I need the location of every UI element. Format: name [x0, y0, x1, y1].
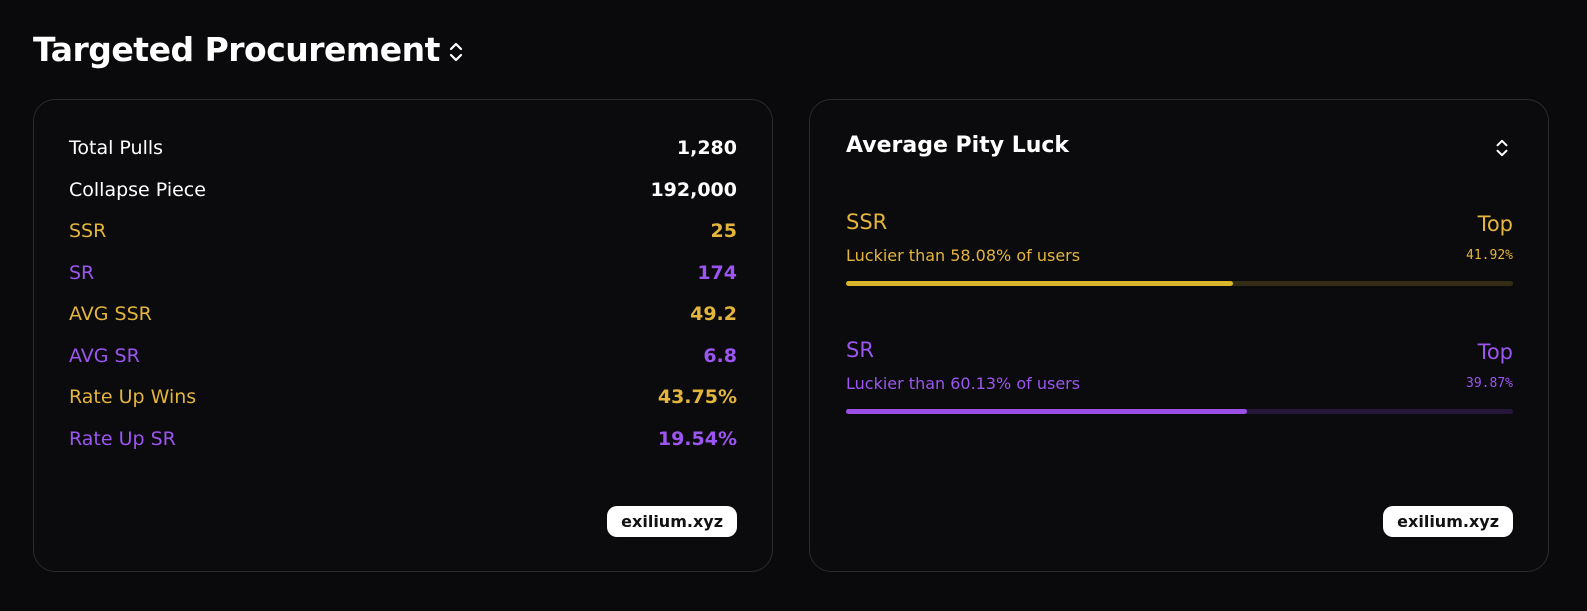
stat-row: Total Pulls 1,280	[69, 137, 737, 167]
stat-row: AVG SR 6.8	[69, 345, 737, 375]
stat-label: Rate Up SR	[69, 427, 176, 450]
progress-track	[846, 409, 1513, 414]
stat-value: 43.75%	[657, 386, 737, 408]
progress-track	[846, 281, 1513, 286]
card-toggle[interactable]	[1493, 136, 1511, 160]
stat-label: Collapse Piece	[69, 178, 206, 201]
top-label: Top	[1477, 212, 1513, 236]
top-value: 39.87%	[1466, 376, 1513, 391]
sort-toggle[interactable]	[446, 40, 466, 64]
stat-row: AVG SSR 49.2	[69, 303, 737, 333]
stat-value: 25	[710, 220, 737, 242]
top-value: 41.92%	[1466, 248, 1513, 263]
stat-row: Collapse Piece 192,000	[69, 179, 737, 209]
progress-fill	[846, 409, 1248, 414]
stat-value: 174	[697, 261, 737, 284]
stat-value: 1,280	[676, 137, 737, 159]
stat-value: 49.2	[690, 303, 737, 325]
stats-card: exilium.xyz Total Pulls 1,280 Collapse Pie…	[33, 99, 773, 572]
rarity-label: SR	[846, 338, 874, 362]
stat-value: 19.54%	[657, 427, 737, 450]
stat-label: SR	[69, 261, 95, 284]
stat-row: SSR 25	[69, 220, 737, 250]
stat-value: 6.8	[703, 344, 737, 367]
stat-label: SSR	[69, 220, 107, 242]
card-title: Average Pity Luck	[846, 133, 1070, 158]
stat-value: 192,000	[650, 178, 737, 201]
stat-label: Total Pulls	[69, 137, 164, 159]
site-badge[interactable]: exilium.xyz	[607, 506, 737, 537]
stat-row: SR 174	[69, 262, 737, 292]
luck-text: Luckier than 60.13% of users	[846, 374, 1081, 393]
stat-label: Rate Up Wins	[69, 386, 197, 408]
stat-row: Rate Up SR 19.54%	[69, 428, 737, 458]
luck-text: Luckier than 58.08% of users	[846, 246, 1081, 265]
page-title: Targeted Procurement	[33, 30, 440, 69]
site-badge[interactable]: exilium.xyz	[1383, 506, 1513, 537]
top-label: Top	[1477, 340, 1513, 364]
stat-label: AVG SSR	[69, 303, 152, 325]
progress-fill	[846, 281, 1234, 286]
luck-card: Average Pity Luck exilium.xyz SSR Top Luck…	[809, 99, 1549, 572]
stat-label: AVG SR	[69, 344, 140, 367]
rarity-label: SSR	[846, 210, 888, 234]
stat-row: Rate Up Wins 43.75%	[69, 386, 737, 416]
